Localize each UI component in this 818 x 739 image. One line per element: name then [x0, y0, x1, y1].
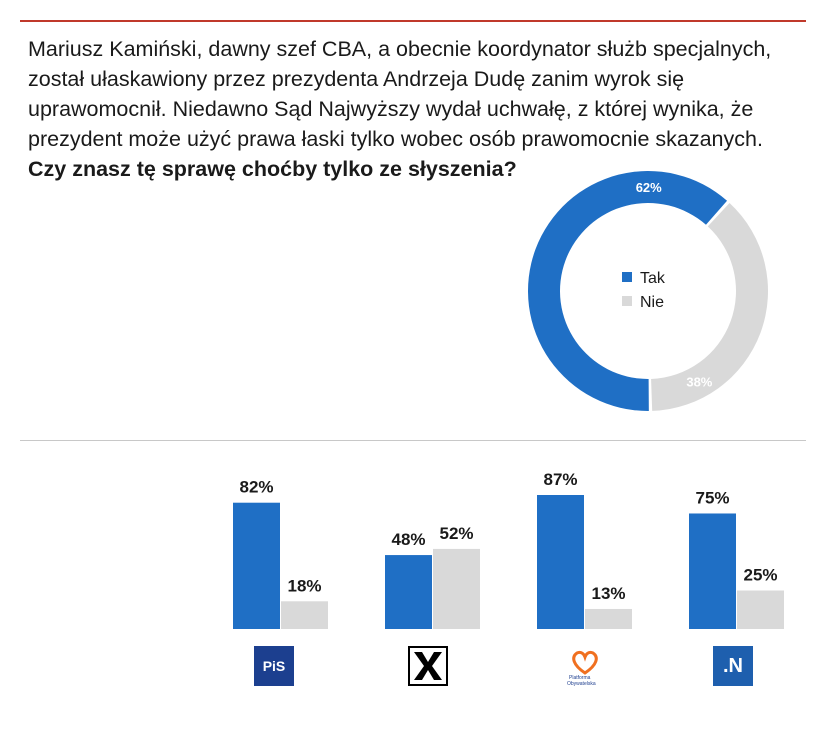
kukiz-logo	[408, 646, 448, 686]
pis-logo: PiS	[254, 646, 294, 686]
bar-tak-3	[689, 513, 736, 629]
bar-label-nie-1: 52%	[439, 524, 473, 543]
bar-label-tak-1: 48%	[391, 530, 425, 549]
donut-label-nie: 38%	[686, 374, 712, 389]
bar-nie-1	[433, 548, 480, 629]
section-divider	[20, 440, 806, 441]
question-text: Mariusz Kamiński, dawny szef CBA, a obec…	[28, 34, 798, 184]
po-heart-icon: Platforma Obywatelska	[567, 650, 598, 687]
bar-label-tak-2: 87%	[543, 470, 577, 489]
donut-slice-nie	[651, 202, 769, 411]
question-bold: Czy znasz tę sprawę choćby tylko ze słys…	[28, 157, 517, 181]
po-logo-line1: Platforma	[569, 675, 591, 681]
legend-swatch-nie	[622, 296, 632, 306]
question-line-1: Mariusz Kamiński, dawny szef CBA, a obec…	[28, 37, 772, 61]
bar-nie-0	[281, 601, 328, 629]
bar-label-tak-3: 75%	[695, 488, 729, 507]
top-rule	[20, 20, 806, 22]
bar-nie-3	[737, 590, 784, 629]
question-line-2: został ułaskawiony przez prezydenta Andr…	[28, 67, 685, 91]
legend-swatch-tak	[622, 272, 632, 282]
legend-label-tak: Tak	[640, 270, 666, 287]
donut-label-tak: 62%	[636, 180, 662, 195]
bar-label-nie-3: 25%	[743, 565, 777, 584]
nowoczesna-logo-text: .N	[723, 654, 743, 677]
bar-nie-2	[585, 608, 632, 629]
bar-tak-0	[233, 502, 280, 629]
question-line-3: uprawomocnił. Niedawno Sąd Najwyższy wyd…	[28, 97, 754, 121]
bar-label-nie-0: 18%	[287, 576, 321, 595]
kukiz-x-icon	[414, 652, 442, 680]
bar-tak-1	[385, 555, 432, 629]
bar-tak-2	[537, 495, 584, 629]
po-logo: Platforma Obywatelska	[565, 645, 605, 687]
bar-label-nie-2: 13%	[591, 584, 625, 603]
legend-label-nie: Nie	[640, 294, 664, 311]
donut-slice-tak	[528, 171, 728, 411]
bar-label-tak-0: 82%	[239, 478, 273, 497]
po-logo-line2: Obywatelska	[567, 681, 596, 687]
pis-logo-text: PiS	[262, 658, 286, 674]
nowoczesna-logo: .N	[713, 646, 753, 686]
question-line-4: prezydent może użyć prawa łaski tylko wo…	[28, 127, 763, 151]
